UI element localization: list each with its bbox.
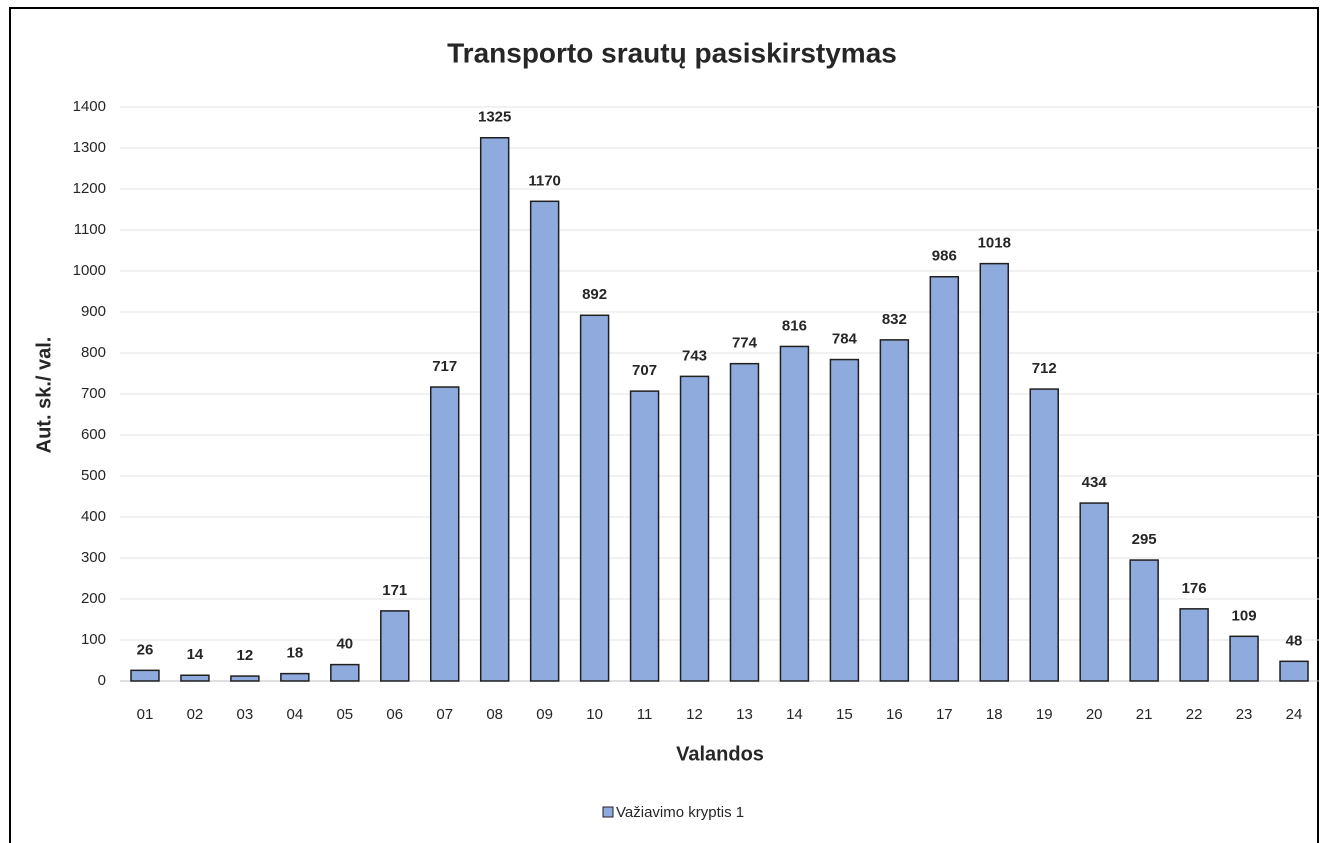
bar: [929, 275, 960, 682]
x-tick-label: 10: [586, 706, 603, 723]
x-axis-label: Valandos: [676, 743, 764, 765]
x-tick-label: 07: [436, 706, 453, 723]
bar: [280, 672, 310, 682]
data-label: 892: [582, 286, 607, 303]
data-label: 12: [237, 647, 254, 664]
data-label: 18: [287, 645, 304, 662]
data-label: 295: [1132, 531, 1157, 548]
bar: [1179, 608, 1209, 682]
y-tick-label: 1100: [74, 221, 106, 238]
x-tick-label: 06: [386, 706, 403, 723]
data-label: 171: [382, 582, 407, 599]
y-tick-label: 600: [81, 426, 106, 443]
data-label: 48: [1286, 632, 1303, 649]
bar: [779, 345, 810, 682]
bar: [180, 674, 210, 682]
y-tick-label: 400: [81, 508, 106, 525]
x-tick-label: 12: [686, 706, 703, 723]
y-tick-label: 500: [81, 467, 106, 484]
bar: [130, 669, 160, 682]
y-tick-label: 1300: [73, 139, 106, 156]
data-label: 14: [187, 646, 204, 663]
bar: [579, 314, 610, 682]
x-tick-label: 15: [836, 706, 853, 723]
data-label: 1018: [978, 235, 1011, 252]
y-tick-label: 1000: [73, 262, 106, 279]
data-label: 832: [882, 311, 907, 328]
bar: [1279, 660, 1309, 682]
y-tick-label: 100: [81, 631, 106, 648]
y-tick-label: 1400: [73, 98, 106, 115]
x-tick-label: 11: [637, 706, 653, 723]
y-tick-label: 800: [81, 344, 106, 361]
data-label: 109: [1232, 607, 1257, 624]
y-tick-label: 700: [81, 385, 106, 402]
data-label: 40: [336, 636, 353, 653]
bar: [729, 362, 760, 682]
bar: [529, 200, 560, 682]
legend-swatch: [602, 806, 614, 818]
x-tick-label: 05: [336, 706, 353, 723]
x-tick-label: 03: [237, 706, 254, 723]
bar: [629, 390, 660, 682]
x-tick-label: 01: [137, 706, 154, 723]
bar: [1129, 559, 1159, 682]
x-tick-label: 13: [736, 706, 753, 723]
data-label: 743: [682, 347, 707, 364]
y-tick-label: 900: [81, 303, 106, 320]
x-tick-label: 17: [936, 706, 953, 723]
data-label: 712: [1032, 360, 1057, 377]
bar: [1229, 635, 1259, 682]
x-tick-label: 22: [1186, 706, 1203, 723]
legend-label: Važiavimo kryptis 1: [616, 804, 744, 821]
bar: [979, 262, 1010, 682]
x-tick-label: 24: [1286, 706, 1303, 723]
data-label: 774: [732, 335, 758, 352]
data-label: 1170: [528, 172, 561, 189]
data-label: 986: [932, 248, 957, 265]
x-tick-label: 09: [536, 706, 553, 723]
bar: [380, 610, 410, 682]
x-tick-label: 16: [886, 706, 903, 723]
y-tick-label: 300: [81, 549, 106, 566]
data-label: 434: [1082, 474, 1108, 491]
data-label: 784: [832, 331, 858, 348]
bar: [429, 386, 460, 682]
frame: [9, 7, 1319, 843]
x-tick-label: 21: [1136, 706, 1153, 723]
y-axis-label: Aut. sk./ val.: [33, 337, 55, 454]
data-label: 816: [782, 317, 807, 334]
x-tick-label: 04: [287, 706, 304, 723]
data-label: 717: [432, 358, 457, 375]
bar: [479, 137, 510, 682]
y-tick-label: 0: [98, 672, 106, 689]
data-label: 176: [1182, 580, 1207, 597]
bar: [1079, 502, 1109, 682]
bar: [1029, 388, 1059, 682]
legend: Važiavimo kryptis 1: [602, 804, 744, 821]
x-tick-label: 23: [1236, 706, 1253, 723]
data-label: 26: [137, 641, 154, 658]
x-tick-label: 19: [1036, 706, 1053, 723]
data-label: 1325: [478, 109, 511, 126]
y-tick-label: 1200: [73, 180, 106, 197]
bar: [230, 675, 260, 682]
x-tick-label: 02: [187, 706, 204, 723]
bar: [879, 339, 910, 682]
bar: [330, 663, 360, 682]
x-tick-label: 08: [486, 706, 503, 723]
chart-title: Transporto srautų pasiskirstymas: [447, 37, 897, 68]
x-tick-label: 18: [986, 706, 1003, 723]
data-label: 707: [632, 362, 657, 379]
x-tick-label: 14: [786, 706, 803, 723]
bar: [829, 358, 860, 682]
y-tick-label: 200: [81, 590, 106, 607]
bar: [679, 375, 710, 682]
x-tick-label: 20: [1086, 706, 1103, 723]
